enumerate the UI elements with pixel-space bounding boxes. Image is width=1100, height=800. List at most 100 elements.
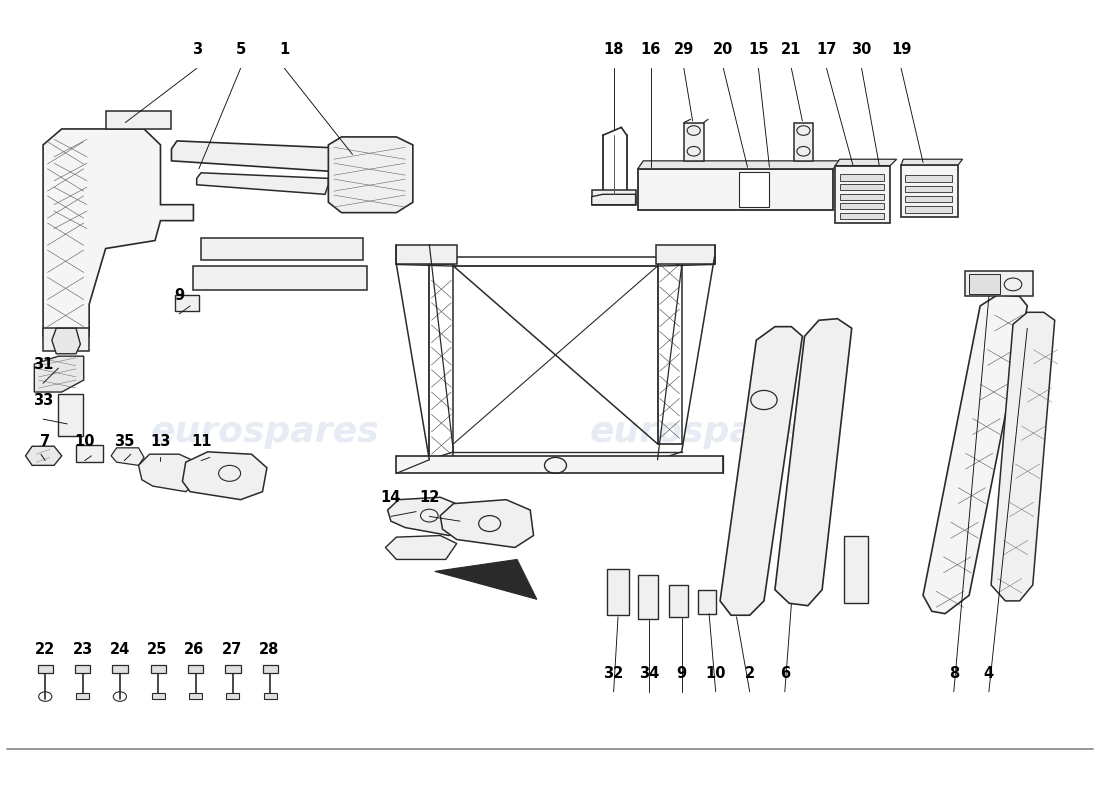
Bar [844,535,868,603]
Bar [151,665,166,673]
Bar [226,665,241,673]
Text: 26: 26 [185,642,205,657]
Polygon shape [25,446,62,466]
Bar [189,693,202,699]
Polygon shape [43,129,194,350]
Bar [839,194,883,200]
Text: 35: 35 [114,434,134,450]
Polygon shape [657,245,715,265]
Polygon shape [387,498,462,535]
Text: 12: 12 [419,490,440,506]
Polygon shape [52,328,80,354]
Polygon shape [111,448,144,466]
Text: 15: 15 [748,42,769,57]
Bar [194,266,366,290]
Text: 10: 10 [75,434,95,450]
Polygon shape [385,535,456,559]
Bar [839,184,883,190]
Polygon shape [396,245,456,265]
Text: 14: 14 [381,490,402,506]
Text: 8: 8 [948,666,959,681]
Bar [75,665,90,673]
Text: 33: 33 [33,393,53,408]
Bar [227,693,240,699]
Bar [839,203,883,210]
Bar [684,122,704,161]
Polygon shape [991,312,1055,601]
Text: 27: 27 [222,642,242,657]
Bar [263,665,278,673]
Bar [152,693,165,699]
Bar [905,175,952,182]
Bar [188,665,204,673]
Text: 25: 25 [147,642,167,657]
Text: 6: 6 [780,666,790,681]
Text: 23: 23 [73,642,92,657]
Polygon shape [592,194,636,205]
Polygon shape [835,159,896,166]
Bar [592,190,636,205]
Text: 3: 3 [191,42,201,57]
Text: 1: 1 [279,42,289,57]
Text: 5: 5 [235,42,245,57]
Bar [638,169,833,210]
Text: 17: 17 [816,42,837,57]
Text: 2: 2 [745,666,755,681]
Polygon shape [901,159,962,165]
Text: eurospares: eurospares [151,415,380,449]
Bar [965,271,1033,296]
Polygon shape [638,161,840,169]
Text: 29: 29 [673,42,694,57]
Text: 9: 9 [174,288,184,302]
Text: eurospares: eurospares [590,415,818,449]
Bar [839,174,883,181]
Polygon shape [923,294,1027,614]
Bar [905,196,952,202]
Text: 16: 16 [641,42,661,57]
Bar [37,665,53,673]
Polygon shape [440,500,534,547]
Text: 32: 32 [604,666,624,681]
Text: 10: 10 [705,666,726,681]
Bar [698,590,716,614]
Text: 11: 11 [190,434,211,450]
Polygon shape [774,318,851,606]
Text: 9: 9 [676,666,686,681]
Text: 28: 28 [258,642,279,657]
Bar [396,456,724,474]
Bar [901,165,958,217]
Bar [905,206,952,213]
Text: 4: 4 [983,666,994,681]
Bar [839,213,883,219]
Polygon shape [434,559,537,599]
Polygon shape [183,452,267,500]
Polygon shape [34,356,84,392]
Bar [638,575,658,619]
Text: 19: 19 [891,42,911,57]
Bar [43,328,89,350]
Text: 34: 34 [639,666,659,681]
Bar [264,693,277,699]
Bar [201,238,363,261]
Text: 24: 24 [110,642,130,657]
Polygon shape [329,137,412,213]
Bar [175,294,199,310]
Bar [112,665,128,673]
Text: 7: 7 [41,434,51,450]
Text: 13: 13 [151,434,170,450]
Bar [76,445,103,462]
Text: 18: 18 [604,42,624,57]
Polygon shape [172,141,358,173]
Bar [835,166,890,223]
Text: 20: 20 [713,42,734,57]
Bar [969,274,1000,294]
Bar [793,122,813,161]
Bar [106,111,172,129]
Bar [905,186,952,192]
Text: 31: 31 [33,357,53,372]
Bar [76,693,89,699]
Polygon shape [139,454,199,492]
Text: 21: 21 [781,42,802,57]
Text: 30: 30 [851,42,872,57]
Polygon shape [720,326,802,615]
